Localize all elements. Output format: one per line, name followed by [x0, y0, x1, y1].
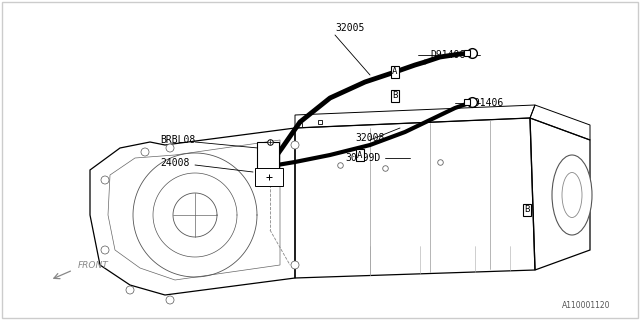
- Circle shape: [126, 286, 134, 294]
- Circle shape: [291, 261, 299, 269]
- Circle shape: [141, 148, 149, 156]
- FancyBboxPatch shape: [255, 168, 283, 186]
- Circle shape: [291, 141, 299, 149]
- Circle shape: [101, 246, 109, 254]
- Ellipse shape: [562, 172, 582, 218]
- Text: B: B: [392, 92, 397, 100]
- Text: FRONT: FRONT: [78, 260, 109, 269]
- Text: 24008: 24008: [160, 158, 189, 168]
- Circle shape: [166, 144, 174, 152]
- Text: A: A: [357, 150, 363, 159]
- Text: 32008: 32008: [355, 133, 385, 143]
- Text: D91406: D91406: [468, 98, 503, 108]
- Circle shape: [166, 296, 174, 304]
- Circle shape: [101, 176, 109, 184]
- Text: BRBL08: BRBL08: [160, 135, 195, 145]
- Text: A: A: [392, 68, 397, 76]
- Text: 32005: 32005: [335, 23, 364, 33]
- Ellipse shape: [552, 155, 592, 235]
- FancyBboxPatch shape: [257, 142, 279, 172]
- Text: 30099D: 30099D: [345, 153, 380, 163]
- Text: D91406: D91406: [430, 50, 465, 60]
- Text: B: B: [524, 205, 530, 214]
- Text: A110001120: A110001120: [561, 301, 610, 310]
